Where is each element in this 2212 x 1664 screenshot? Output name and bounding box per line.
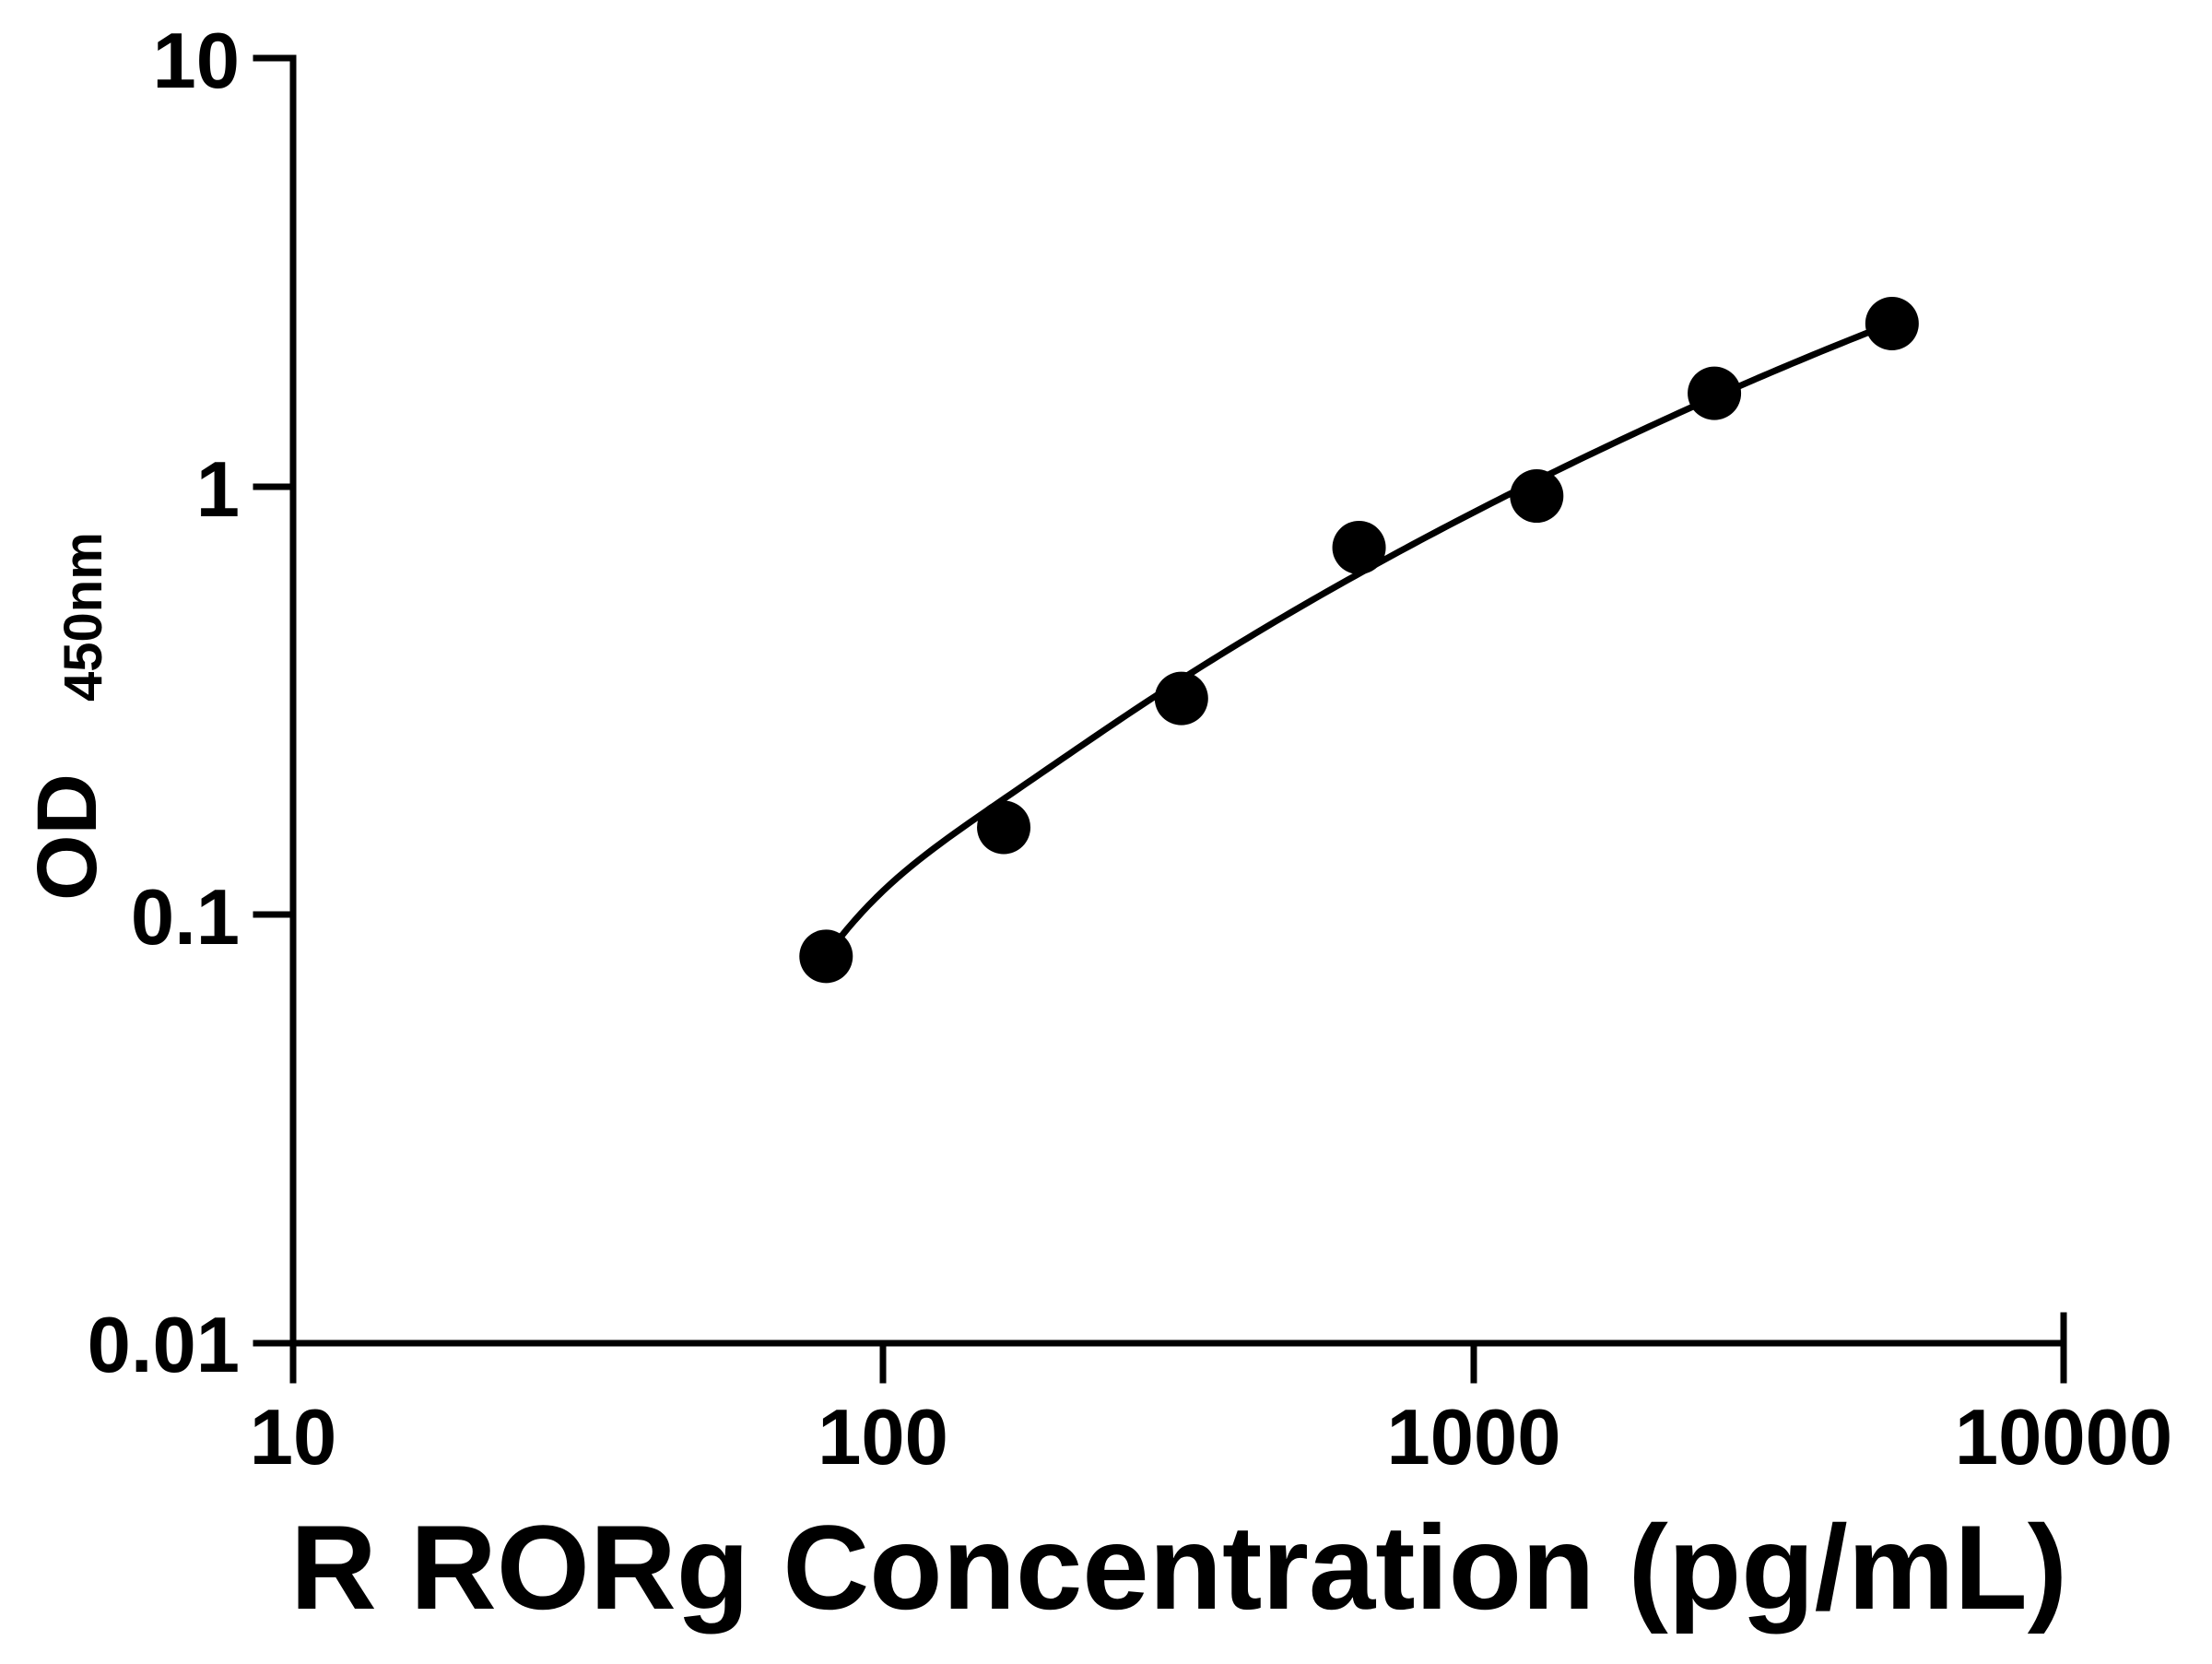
svg-text:10000: 10000 [1955,1394,2172,1481]
svg-text:1: 1 [196,446,240,534]
svg-text:0.01: 0.01 [88,1302,240,1389]
svg-text:100: 100 [818,1394,948,1481]
svg-text:0.1: 0.1 [131,874,240,962]
svg-text:10: 10 [250,1394,337,1481]
svg-text:10: 10 [152,18,240,105]
svg-text:R RORg Concentration (pg/mL): R RORg Concentration (pg/mL) [290,1500,2067,1634]
svg-text:450nm: 450nm [53,532,113,702]
svg-text:OD: OD [20,773,114,901]
svg-text:1000: 1000 [1386,1394,1560,1481]
